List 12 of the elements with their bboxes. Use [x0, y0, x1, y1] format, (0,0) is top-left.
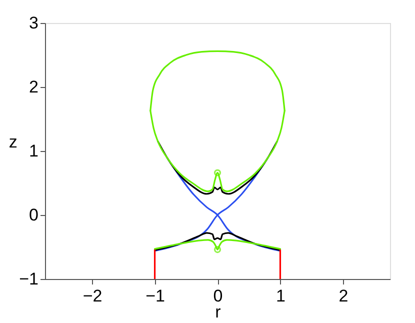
x-tick-label: −2: [82, 286, 102, 306]
y-tick-label: −1: [19, 270, 38, 288]
x-tick-label: 2: [338, 286, 348, 306]
x-tick-label: 0: [213, 286, 223, 306]
y-tick-label: 2: [29, 78, 38, 96]
y-tick-label: 3: [29, 14, 38, 32]
x-axis-title: r: [215, 302, 222, 322]
y-tick-label: 1: [29, 142, 38, 160]
x-tick-label: 1: [276, 286, 286, 306]
x-tick-label: −1: [146, 286, 165, 306]
y-axis-title: z: [8, 132, 18, 152]
y-tick-label: 0: [29, 206, 38, 224]
